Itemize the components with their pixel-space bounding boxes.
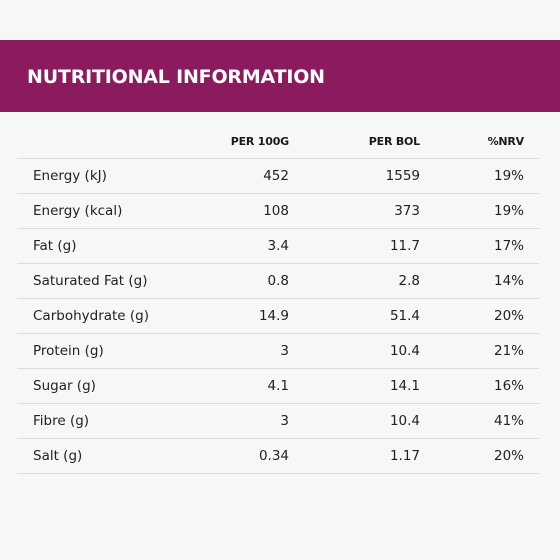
table-row: Carbohydrate (g) 14.9 51.4 20% xyxy=(17,298,539,334)
row-spacer xyxy=(524,263,539,299)
header-nrv: %NRV xyxy=(420,124,524,159)
title-banner: NUTRITIONAL INFORMATION xyxy=(0,40,560,112)
table-row: Salt (g) 0.34 1.17 20% xyxy=(17,438,539,474)
per-100g-value: 0.8 xyxy=(168,263,289,299)
nrv-value: 21% xyxy=(420,333,524,369)
nrv-value: 14% xyxy=(420,263,524,299)
row-spacer xyxy=(524,228,539,264)
header-spacer xyxy=(524,124,539,159)
per-bol-value: 373 xyxy=(289,193,420,229)
nrv-value: 20% xyxy=(420,438,524,474)
per-100g-value: 3.4 xyxy=(168,228,289,264)
table-row: Energy (kJ) 452 1559 19% xyxy=(17,158,539,194)
header-label-column xyxy=(17,124,168,159)
per-bol-value: 14.1 xyxy=(289,368,420,404)
nutrition-table: PER 100G PER BOL %NRV Energy (kJ) 452 15… xyxy=(17,124,539,474)
nrv-value: 19% xyxy=(420,193,524,229)
table-row: Saturated Fat (g) 0.8 2.8 14% xyxy=(17,263,539,299)
nrv-value: 41% xyxy=(420,403,524,439)
nrv-value: 19% xyxy=(420,158,524,194)
row-spacer xyxy=(524,158,539,194)
nrv-value: 16% xyxy=(420,368,524,404)
row-label: Carbohydrate (g) xyxy=(17,298,168,334)
per-bol-value: 1.17 xyxy=(289,438,420,474)
row-label: Energy (kJ) xyxy=(17,158,168,194)
per-bol-value: 10.4 xyxy=(289,333,420,369)
per-100g-value: 452 xyxy=(168,158,289,194)
row-spacer xyxy=(524,403,539,439)
per-100g-value: 3 xyxy=(168,333,289,369)
row-label: Fat (g) xyxy=(17,228,168,264)
per-bol-value: 51.4 xyxy=(289,298,420,334)
row-label: Sugar (g) xyxy=(17,368,168,404)
per-100g-value: 14.9 xyxy=(168,298,289,334)
per-bol-value: 10.4 xyxy=(289,403,420,439)
per-bol-value: 1559 xyxy=(289,158,420,194)
table-row: Sugar (g) 4.1 14.1 16% xyxy=(17,368,539,404)
per-100g-value: 4.1 xyxy=(168,368,289,404)
row-spacer xyxy=(524,368,539,404)
header-per-100g: PER 100G xyxy=(168,124,289,159)
row-spacer xyxy=(524,298,539,334)
header-per-bol: PER BOL xyxy=(289,124,420,159)
page-title: NUTRITIONAL INFORMATION xyxy=(27,65,325,88)
per-100g-value: 3 xyxy=(168,403,289,439)
table-row: Fat (g) 3.4 11.7 17% xyxy=(17,228,539,264)
row-label: Energy (kcal) xyxy=(17,193,168,229)
table-row: Energy (kcal) 108 373 19% xyxy=(17,193,539,229)
row-label: Protein (g) xyxy=(17,333,168,369)
row-spacer xyxy=(524,193,539,229)
table-header-row: PER 100G PER BOL %NRV xyxy=(17,124,539,159)
per-100g-value: 108 xyxy=(168,193,289,229)
row-label: Fibre (g) xyxy=(17,403,168,439)
nrv-value: 20% xyxy=(420,298,524,334)
row-spacer xyxy=(524,333,539,369)
nrv-value: 17% xyxy=(420,228,524,264)
row-label: Saturated Fat (g) xyxy=(17,263,168,299)
per-100g-value: 0.34 xyxy=(168,438,289,474)
row-spacer xyxy=(524,438,539,474)
row-label: Salt (g) xyxy=(17,438,168,474)
per-bol-value: 2.8 xyxy=(289,263,420,299)
per-bol-value: 11.7 xyxy=(289,228,420,264)
table-row: Protein (g) 3 10.4 21% xyxy=(17,333,539,369)
table-row: Fibre (g) 3 10.4 41% xyxy=(17,403,539,439)
